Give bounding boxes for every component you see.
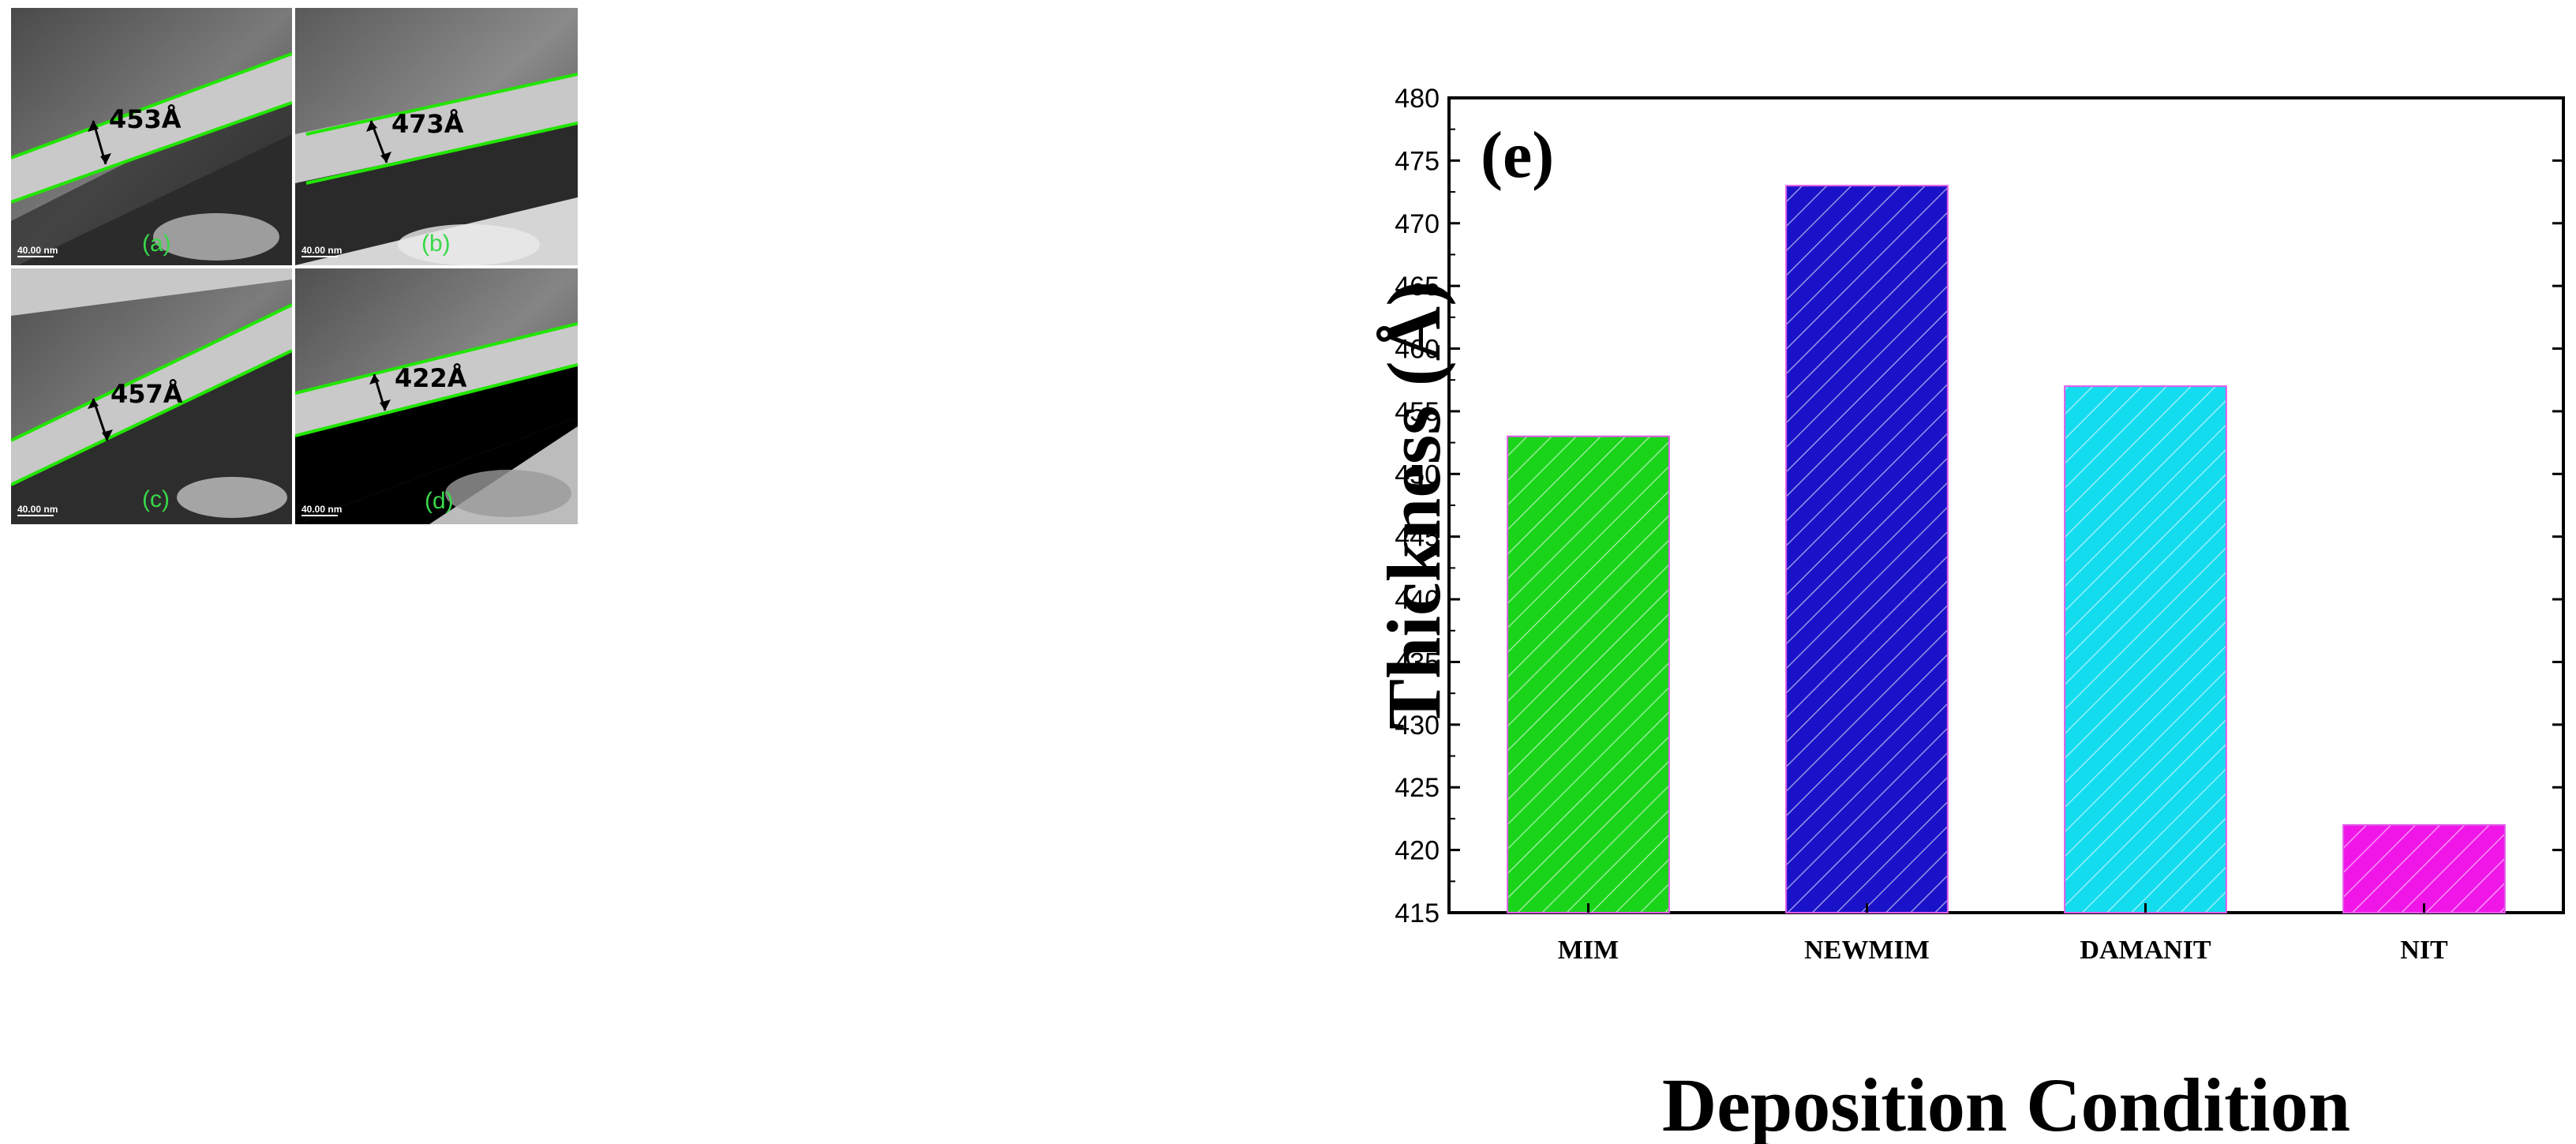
interface-line-top — [295, 322, 578, 395]
y-tick-label: 475 — [1395, 146, 1440, 176]
interface-line-bottom — [11, 101, 292, 204]
thickness-label-b: 473Å — [391, 109, 464, 139]
y-tick-label: 480 — [1395, 84, 1440, 114]
y-tick-label: 460 — [1395, 335, 1440, 365]
y-tick-label: 435 — [1395, 647, 1440, 677]
tem-image-c — [11, 268, 292, 524]
thickness-label-c: 457Å — [110, 379, 183, 409]
interface-line-bottom — [11, 349, 292, 486]
interface-line-top — [11, 303, 292, 442]
bar-newmim — [1785, 185, 1949, 913]
interface-line-top — [305, 73, 578, 136]
scale-bar-d: 40.00 nm — [301, 504, 343, 515]
tem-image-d — [295, 268, 578, 524]
tem-panel-d: 422Å (d) 40.00 nm — [295, 268, 578, 524]
y-tick-label: 425 — [1395, 773, 1440, 803]
y-tick-label: 430 — [1395, 711, 1440, 741]
y-tick-label: 440 — [1395, 585, 1440, 615]
x-tick-label: NEWMIM — [1804, 936, 1930, 965]
thickness-label-d: 422Å — [395, 363, 467, 393]
thickness-chart: 415 420 425 430 435 440 445 450 455 460 465 470 475 4… — [1373, 0, 2576, 1144]
y-tick-label: 465 — [1395, 272, 1440, 302]
thickness-label-a: 453Å — [109, 104, 182, 134]
interface-line-bottom — [295, 363, 578, 437]
y-tick-label: 455 — [1395, 397, 1440, 427]
tem-image-b — [295, 8, 578, 265]
y-axis-label: Thickness (Å) — [1373, 281, 1456, 730]
tem-panel-b: 473Å (b) 40.00 nm — [295, 8, 578, 265]
x-tick-label: DAMANIT — [2080, 936, 2211, 965]
scale-bar-c: 40.00 nm — [17, 504, 58, 515]
y-tick-label: 420 — [1395, 836, 1440, 866]
x-axis-label: Deposition Condition — [1662, 1063, 2350, 1144]
scale-bar-b: 40.00 nm — [301, 245, 343, 256]
panel-label-b: (b) — [421, 231, 451, 257]
panel-label-d: (d) — [425, 488, 454, 514]
bar-nit — [2342, 823, 2506, 914]
y-tick-label: 445 — [1395, 523, 1440, 553]
x-tick-label: MIM — [1558, 936, 1619, 965]
x-tick-label: NIT — [2400, 936, 2448, 965]
panel-label-c: (c) — [142, 486, 170, 512]
bar-mim — [1507, 435, 1670, 913]
panel-label-a: (a) — [142, 231, 171, 257]
bar-damanit — [2064, 385, 2227, 913]
tem-panel-a: 453Å (a) 40.00 nm — [11, 8, 292, 265]
interface-line-bottom — [305, 122, 578, 185]
y-tick-label: 450 — [1395, 459, 1440, 489]
interface-line-top — [11, 52, 292, 159]
y-tick-label: 415 — [1395, 898, 1440, 928]
tem-image-a — [11, 8, 292, 265]
y-tick-label: 470 — [1395, 209, 1440, 239]
scale-bar-a: 40.00 nm — [17, 245, 58, 256]
chart-svg: 415 420 425 430 435 440 445 450 455 460 465 470 475 4… — [1373, 84, 2565, 1144]
chart-panel-label: (e) — [1481, 118, 1554, 192]
tem-panel-c: 457Å (c) 40.00 nm — [11, 268, 292, 524]
